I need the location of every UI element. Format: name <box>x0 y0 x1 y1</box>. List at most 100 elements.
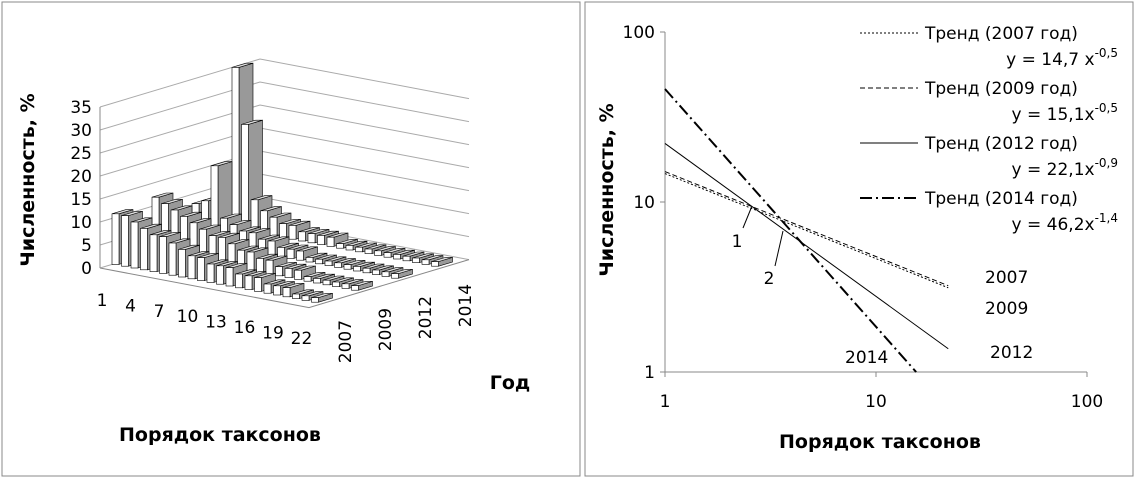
bar-front <box>292 293 300 299</box>
y-tick-label: 25 <box>70 144 92 164</box>
bar-front <box>374 250 382 256</box>
bar-front <box>265 259 274 275</box>
bar <box>311 292 333 303</box>
line-label: 2009 <box>985 299 1028 319</box>
bar-front <box>332 281 340 287</box>
bar-front <box>301 295 310 301</box>
y-tick-label: 20 <box>70 167 92 187</box>
bar-front <box>393 254 401 260</box>
equation-exponent: -0,5 <box>1095 101 1118 115</box>
bar-front <box>372 269 380 275</box>
bar-front <box>269 216 278 236</box>
bar-front <box>254 277 262 292</box>
bar-front <box>303 276 312 282</box>
bar-front <box>159 236 167 274</box>
bar-front <box>345 245 354 251</box>
trend-line <box>664 143 949 350</box>
x-tick-label: 7 <box>154 302 165 322</box>
grid-line <box>99 81 470 131</box>
bar-front <box>353 266 361 272</box>
bar <box>391 268 413 279</box>
bar-front <box>197 257 205 281</box>
z-axis-title: Год <box>490 372 531 394</box>
bar-front <box>277 247 285 257</box>
y-tick-label: 0 <box>81 259 92 279</box>
legend-equation: y = 15,1x-0,5 <box>1012 101 1118 125</box>
bar-front <box>298 231 306 242</box>
bar-front <box>130 221 139 269</box>
legend-label: Тренд (2009 год) <box>924 79 1078 99</box>
z-tick-label: 2012 <box>416 296 436 339</box>
legend-label: Тренд (2014 год) <box>924 189 1078 209</box>
grid-line <box>99 58 470 108</box>
bar-front <box>402 255 411 262</box>
bar-front <box>391 273 399 279</box>
bar-front <box>362 267 371 274</box>
bar-front <box>284 268 293 278</box>
bar-front <box>275 266 283 277</box>
pointer <box>742 205 753 229</box>
bar-front <box>364 248 373 254</box>
bar-front <box>294 269 302 280</box>
bar-front <box>273 285 281 296</box>
bar-front <box>288 225 297 240</box>
x-axis-title: Порядок таксонов <box>119 424 321 446</box>
x-tick-label: 19 <box>262 323 284 343</box>
bar-front <box>256 258 264 273</box>
equation-exponent: -1,4 <box>1095 211 1118 225</box>
bar-front <box>241 124 249 231</box>
bar-front <box>355 246 363 253</box>
pointer <box>774 230 784 267</box>
floor <box>99 259 470 309</box>
bar-front <box>111 213 120 265</box>
x-tick-label: 1 <box>97 291 108 311</box>
equation-base: y = 14,7 x <box>1006 50 1094 70</box>
bar-front <box>412 257 420 263</box>
right-panel <box>584 1 1134 477</box>
y-tick-label: 15 <box>70 190 92 210</box>
bar-front <box>324 260 333 266</box>
grid-line <box>99 127 470 177</box>
bar-front <box>246 251 255 271</box>
bar-front <box>421 259 430 265</box>
y-axis-title: Численность, % <box>17 93 39 266</box>
annotation: 2 <box>764 269 775 289</box>
grid-line <box>99 150 470 200</box>
legend-equation: y = 14,7 x-0,5 <box>1006 46 1118 70</box>
bar-front <box>225 267 234 287</box>
bar-front <box>187 255 196 280</box>
legend-equation: y = 22,1x-0,9 <box>1012 156 1118 180</box>
bar-front <box>322 279 331 286</box>
x-tick-label: 1 <box>660 392 671 412</box>
line-label: 2012 <box>990 343 1033 363</box>
z-tick-label: 2014 <box>456 284 476 327</box>
equation-base: y = 46,2x <box>1012 215 1095 235</box>
x-tick-label: 13 <box>205 313 227 333</box>
bar-front <box>313 278 321 284</box>
bar-front <box>231 67 240 229</box>
bar <box>431 256 453 267</box>
bar-front <box>334 262 342 268</box>
y-tick-label: 30 <box>70 121 92 141</box>
x-tick-label: 22 <box>291 329 313 349</box>
equation-base: y = 15,1x <box>1012 105 1095 125</box>
y-tick-label: 100 <box>623 23 655 43</box>
bar-front <box>235 273 243 289</box>
bar-front <box>351 285 359 291</box>
bar-front <box>168 242 177 276</box>
equation-exponent: -0,5 <box>1095 46 1118 60</box>
bar-front <box>311 297 319 303</box>
x-tick-label: 100 <box>1071 392 1103 412</box>
equation-exponent: -0,9 <box>1095 156 1118 170</box>
equation-base: y = 22,1x <box>1012 160 1095 180</box>
x-tick-label: 10 <box>177 307 199 327</box>
bar-front <box>315 258 323 265</box>
grid-line <box>99 104 470 154</box>
bar-front <box>341 283 350 289</box>
legend-label: Тренд (2012 год) <box>924 134 1078 154</box>
bar-front <box>336 243 344 249</box>
bar-front <box>286 248 295 259</box>
bar-front <box>296 250 304 261</box>
y-tick-label: 5 <box>81 236 92 256</box>
